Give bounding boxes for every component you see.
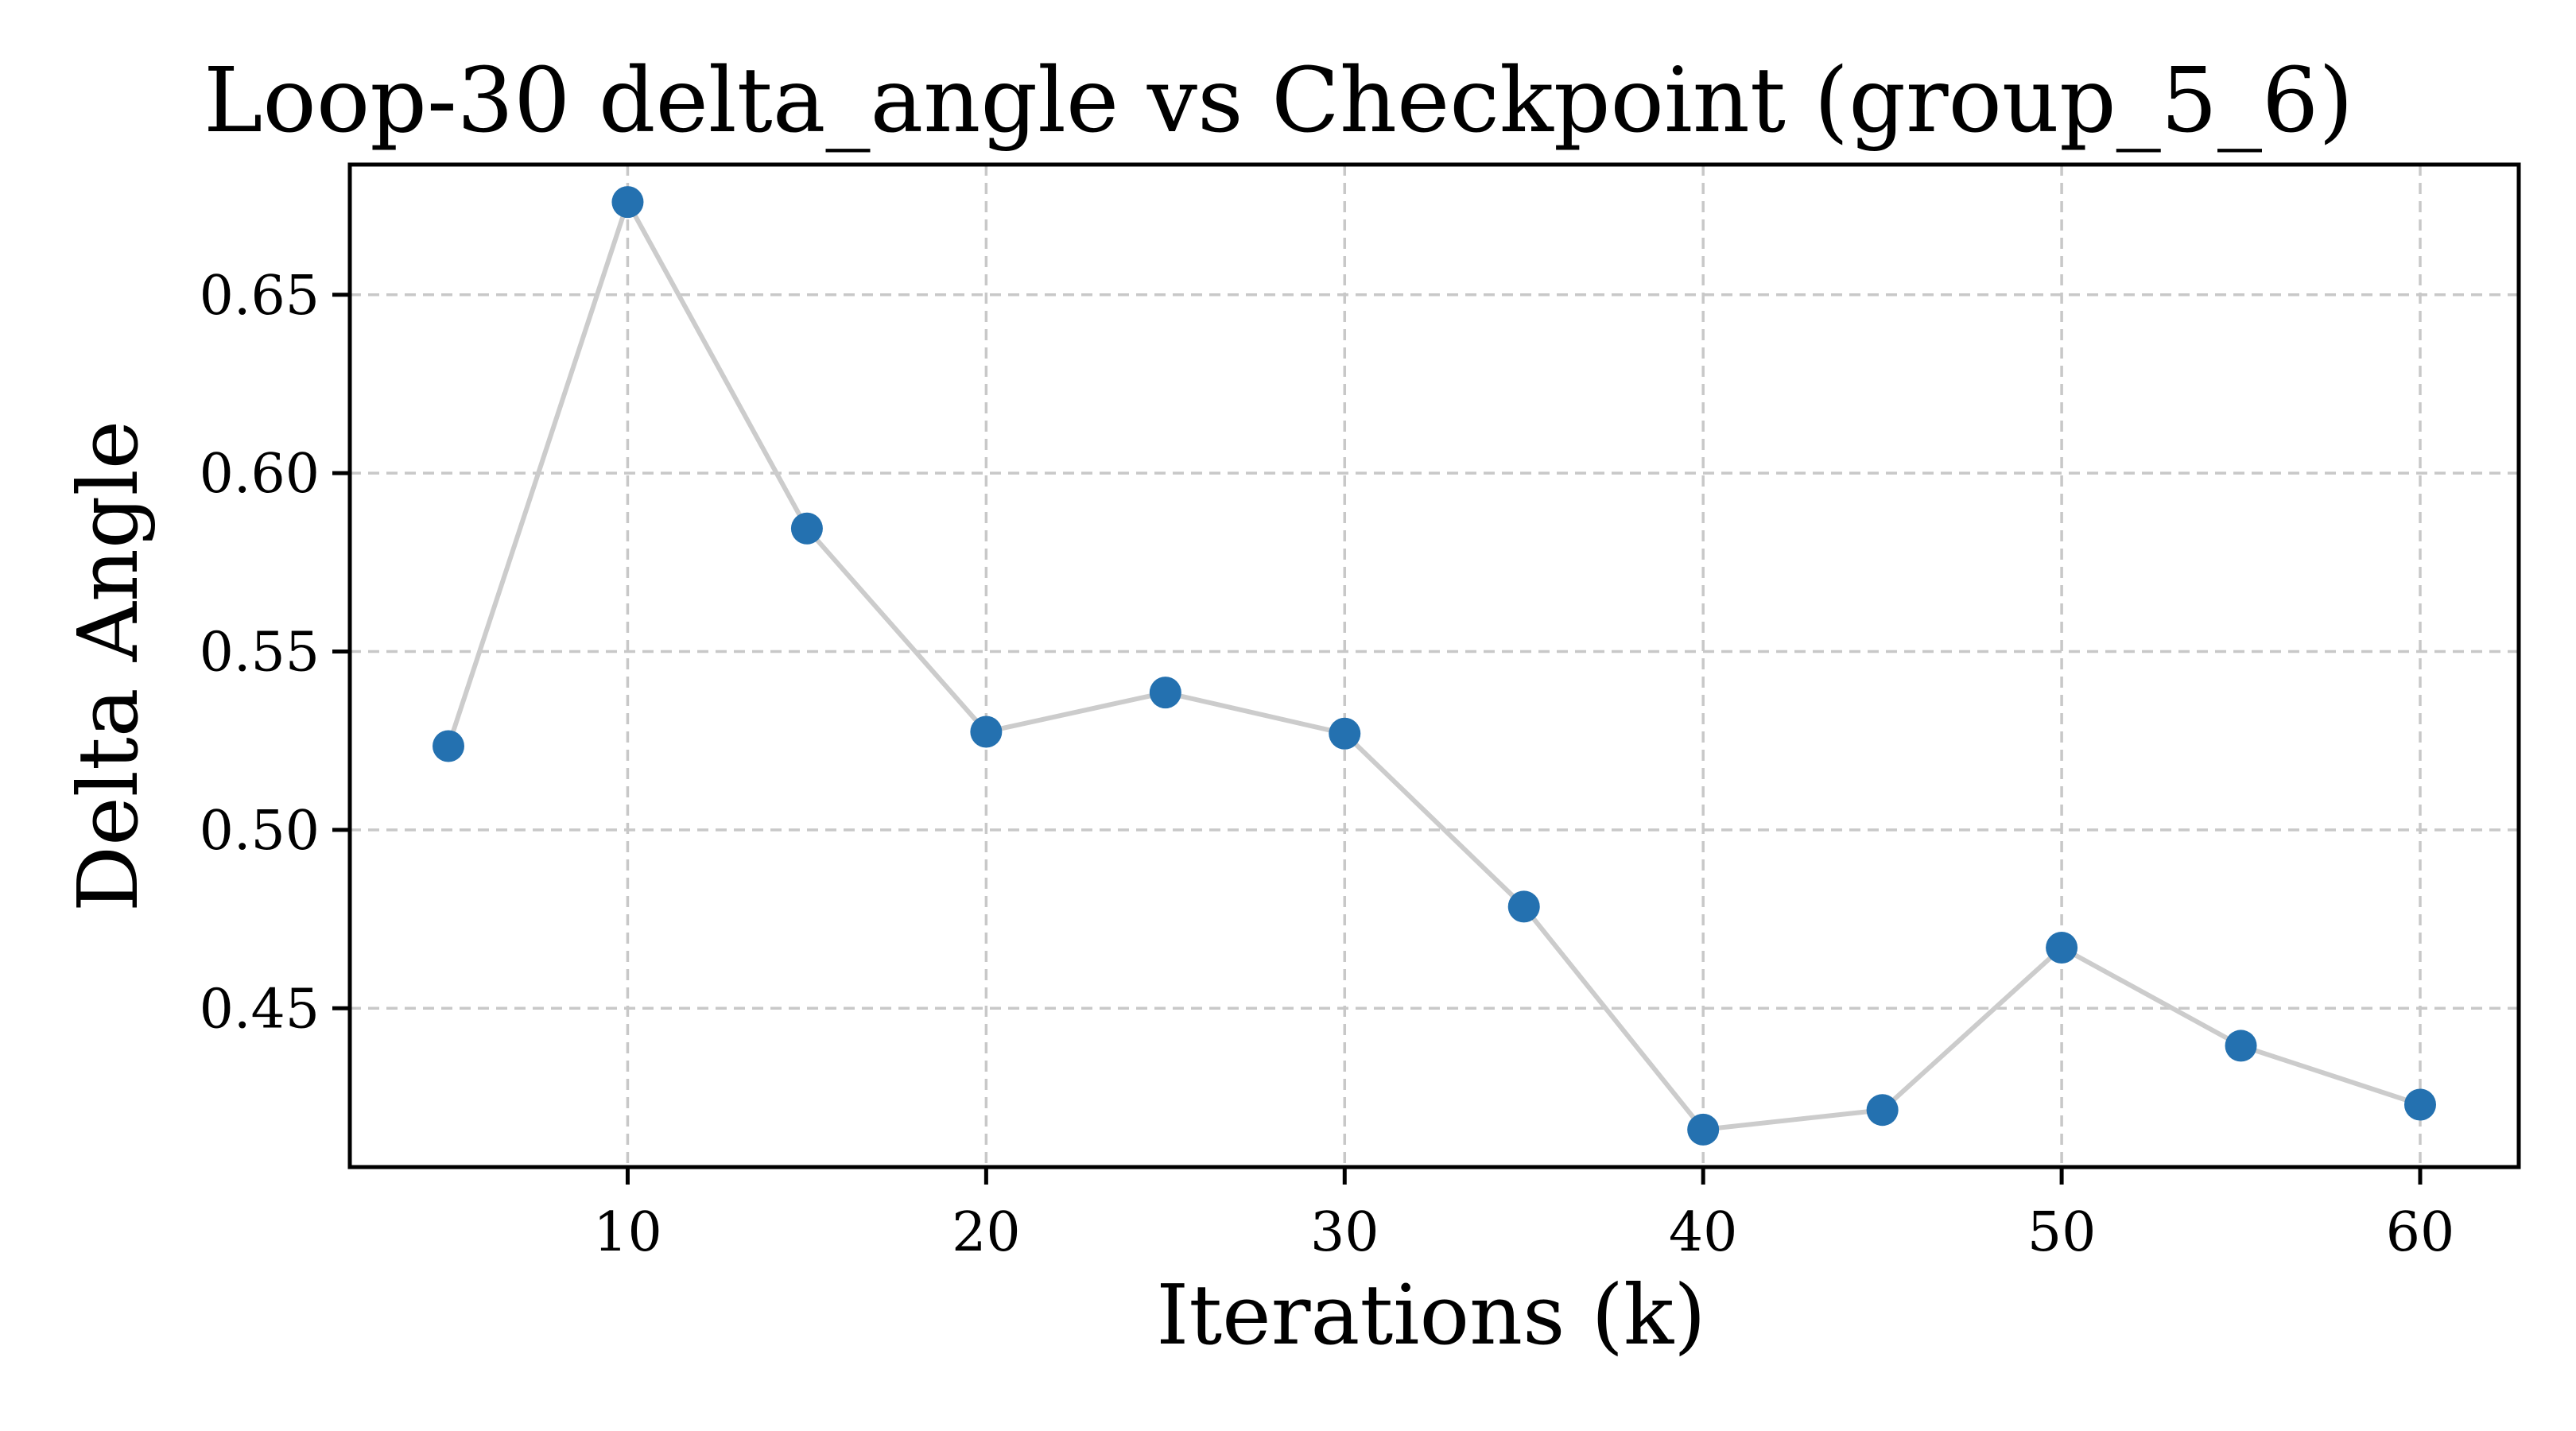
data-point bbox=[611, 186, 644, 219]
data-point bbox=[970, 716, 1003, 748]
data-point bbox=[1149, 677, 1181, 709]
data-point bbox=[1687, 1113, 1720, 1146]
y-tick-label: 0.50 bbox=[200, 800, 320, 863]
data-point bbox=[2404, 1088, 2436, 1121]
y-tick-label: 0.60 bbox=[200, 443, 320, 506]
x-tick-label: 60 bbox=[2386, 1201, 2455, 1264]
grid-lines bbox=[350, 165, 2519, 1167]
data-point bbox=[2046, 932, 2078, 964]
y-tick-label: 0.55 bbox=[200, 622, 320, 684]
x-tick-label: 10 bbox=[593, 1201, 662, 1264]
data-point bbox=[790, 512, 823, 545]
series-layer bbox=[433, 186, 2436, 1146]
plot-frame bbox=[347, 162, 2521, 1169]
data-point bbox=[1329, 717, 1361, 750]
x-axis-ticks: 10 20 30 40 50 60 bbox=[593, 1167, 2454, 1264]
x-tick-label: 20 bbox=[952, 1201, 1021, 1264]
series-line bbox=[446, 196, 2421, 1133]
data-point bbox=[1866, 1094, 1899, 1127]
y-axis-label: Delta Angle bbox=[60, 421, 157, 913]
x-tick-label: 50 bbox=[2027, 1201, 2097, 1264]
chart-title: Loop-30 delta_angle vs Checkpoint (group… bbox=[204, 49, 2353, 153]
y-axis-ticks: 0.45 0.50 0.55 0.60 0.65 bbox=[200, 265, 350, 1041]
data-point bbox=[1507, 890, 1540, 923]
x-axis-label: Iterations (k) bbox=[1156, 1266, 1705, 1363]
data-point bbox=[2225, 1030, 2257, 1062]
x-tick-label: 30 bbox=[1310, 1201, 1379, 1264]
y-tick-label: 0.45 bbox=[200, 978, 320, 1041]
x-tick-label: 40 bbox=[1669, 1201, 1738, 1264]
data-point bbox=[433, 730, 464, 762]
y-tick-label: 0.65 bbox=[200, 265, 320, 328]
